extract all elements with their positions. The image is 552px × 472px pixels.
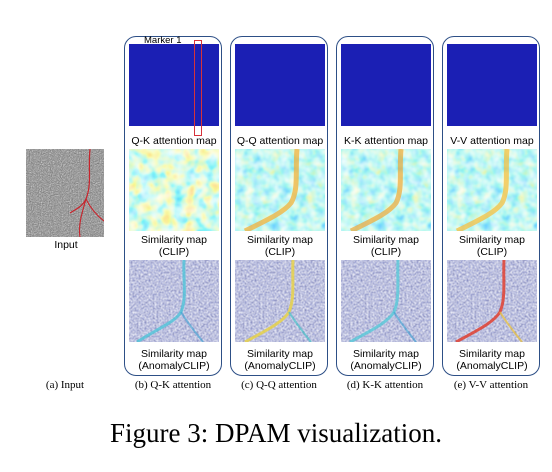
clip-map-kk: [341, 149, 431, 231]
clip-map-vv: [447, 149, 537, 231]
attention-map-qq: [235, 44, 325, 126]
attention-map-vv: [447, 44, 537, 126]
frame-qq: [230, 36, 328, 376]
figure-caption: Figure 3: DPAM visualization.: [109, 418, 442, 448]
frame-qk: [124, 36, 222, 376]
clip-label-qq: Similarity map (CLIP): [247, 234, 313, 258]
clip-label-qk: Similarity map (CLIP): [141, 234, 207, 258]
anomaly-label-qq: Similarity map (AnomalyCLIP): [244, 348, 316, 372]
clip-label-kk: Similarity map (CLIP): [353, 234, 419, 258]
anomaly-label-kk: Similarity map (AnomalyCLIP): [350, 348, 422, 372]
attention-map-qk: [129, 44, 219, 126]
input-label: Input: [54, 239, 78, 251]
anomaly-label-vv: Similarity map (AnomalyCLIP): [456, 348, 528, 372]
attention-map-kk: [341, 44, 431, 126]
attention-label-qk: Q-K attention map: [131, 135, 217, 147]
frame-vv: [442, 36, 540, 376]
anomaly-map-kk: [341, 260, 431, 342]
anomaly-map-qk: [129, 260, 219, 342]
attention-label-vv: V-V attention map: [450, 135, 534, 147]
crack-branch: [78, 198, 87, 237]
subcaption-qq: (c) Q-Q attention: [241, 379, 317, 391]
subcaption-kk: (d) K-K attention: [346, 379, 424, 391]
input-image: [26, 149, 104, 237]
subcaption-vv: (e) V-V attention: [453, 379, 529, 391]
attention-label-qq: Q-Q attention map: [236, 135, 324, 147]
clip-label-vv: Similarity map (CLIP): [459, 234, 525, 258]
marker-box: [194, 40, 202, 136]
anomaly-map-vv: [447, 260, 537, 342]
crack-branch: [85, 198, 104, 222]
anomaly-label-qk: Similarity map (AnomalyCLIP): [138, 348, 210, 372]
subcaption-qk: (b) Q-K attention: [134, 379, 212, 391]
clip-map-qk: [129, 149, 219, 231]
subcaption-input: (a) Input: [45, 379, 85, 391]
marker-label: Marker 1: [144, 35, 182, 46]
attention-label-kk: K-K attention map: [343, 135, 429, 147]
anomaly-map-qq: [235, 260, 325, 342]
frame-kk: [336, 36, 434, 376]
clip-map-qq: [235, 149, 325, 231]
